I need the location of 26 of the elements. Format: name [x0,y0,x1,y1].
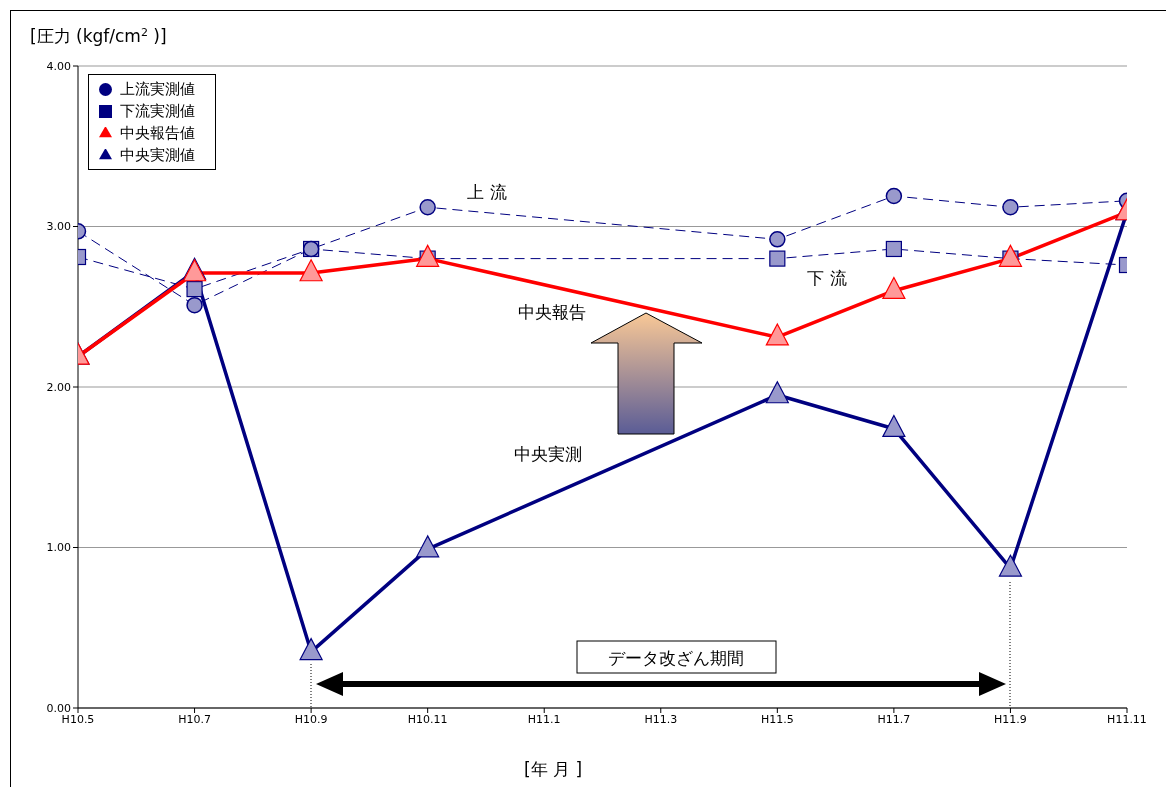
x-tick-label: H11.3 [644,712,678,726]
legend-label: 上流実測値 [120,80,195,98]
annotation: 上 流 [467,182,507,202]
x-tick-label: H10.11 [407,712,448,726]
x-tick-label: H11.5 [760,712,794,726]
x-tick-label: H11.7 [877,712,911,726]
x-tick-label: H10.9 [294,712,328,726]
y-tick-label: 3.00 [46,220,71,234]
annotation: 中央実測 [514,444,582,464]
x-tick-label: H11.1 [527,712,561,726]
y-tick-label: 4.00 [46,59,71,73]
legend-label: 下流実測値 [120,102,195,120]
x-axis-title: [年 月 ] [523,759,583,779]
y-tick-label: 2.00 [46,380,71,394]
y-tick-label: 0.00 [46,701,71,715]
x-tick-label: H11.11 [1107,712,1147,726]
x-tick-label: H10.7 [178,712,211,726]
legend-label: 中央実測値 [120,146,195,164]
legend-label: 中央報告値 [120,124,195,142]
annotation: 中央報告 [518,302,586,322]
annotation: 下 流 [807,268,847,288]
y-tick-label: 1.00 [46,541,71,555]
x-tick-label: H11.9 [994,712,1027,726]
y-axis-title: [圧力 (kgf/cm$^{2}$ )] [30,25,167,46]
annotation: データ改ざん期間 [608,648,744,668]
x-tick-label: H10.5 [61,712,95,726]
